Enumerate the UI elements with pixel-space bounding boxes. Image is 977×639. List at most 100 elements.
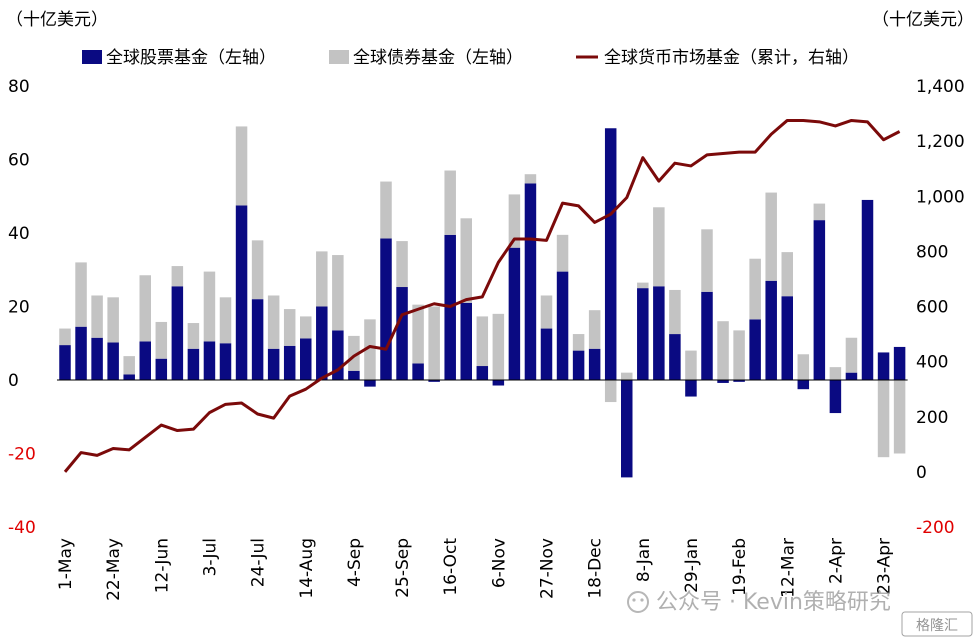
- x-tick-label: 25-Sep: [393, 538, 413, 598]
- right-axis: 1,400 1,200 1,000 800 600 400 200 0 -200: [916, 77, 965, 538]
- wechat-icon-eye: [632, 598, 636, 602]
- x-tick-label: 22-May: [104, 538, 124, 601]
- x-tick-label: 29-Jan: [682, 538, 702, 593]
- bar-equity: [845, 372, 858, 380]
- bar-bond: [749, 258, 761, 320]
- bar-equity: [267, 348, 280, 380]
- wechat-icon: [627, 591, 649, 613]
- bar-equity: [235, 205, 248, 380]
- bar-equity: [781, 296, 793, 380]
- bar-equity: [588, 348, 601, 380]
- bar-equity: [251, 299, 264, 380]
- bar-bond: [556, 234, 569, 272]
- bar-equity: [492, 380, 505, 386]
- bar-bond: [717, 321, 729, 380]
- bar-equity: [797, 380, 810, 390]
- bar-bond: [107, 297, 119, 343]
- bar-equity: [556, 271, 569, 380]
- bar-equity: [701, 291, 713, 380]
- x-axis: 1-May 22-May 12-Jun 3-Jul 24-Jul 14-Aug 4-Sep 2…: [56, 538, 895, 601]
- bar-equity: [123, 374, 135, 380]
- bar-bond: [283, 309, 296, 346]
- bar-bond: [428, 306, 440, 380]
- bar-bond: [380, 181, 392, 239]
- bar-bond: [797, 354, 810, 380]
- bar-bond: [572, 334, 585, 351]
- bar-bond: [332, 255, 344, 331]
- bar-bond: [155, 321, 168, 359]
- left-tick-label: 40: [8, 224, 30, 244]
- bar-equity: [75, 326, 87, 380]
- right-tick-label: 800: [916, 242, 948, 262]
- bar-equity: [733, 380, 745, 382]
- bar-bond: [508, 194, 521, 248]
- bar-bond: [604, 380, 617, 403]
- x-tick-label: 18-Dec: [586, 538, 606, 599]
- bar-bond: [348, 335, 360, 371]
- bar-equity: [765, 280, 777, 380]
- bar-equity: [139, 341, 151, 380]
- bar-bond: [829, 367, 842, 380]
- right-tick-label: 1,400: [916, 77, 965, 97]
- x-tick-label: 2-Apr: [826, 538, 846, 584]
- bar-equity: [669, 334, 681, 380]
- money-market-line: [63, 118, 901, 473]
- legend-label-equity: 全球股票基金（左轴）: [106, 48, 276, 68]
- bar-equity: [749, 319, 761, 380]
- right-tick-label: 600: [916, 298, 948, 318]
- bar-equity: [59, 345, 71, 380]
- left-tick-label: -40: [8, 518, 36, 538]
- bar-equity: [476, 366, 489, 380]
- bar-bond: [364, 319, 376, 380]
- bar-bond: [412, 304, 424, 364]
- right-tick-label: 400: [916, 353, 948, 373]
- bar-bond: [460, 218, 472, 303]
- legend-label-money: 全球货币市场基金（累计，右轴）: [604, 48, 859, 68]
- bar-equity: [283, 345, 296, 380]
- bar-equity: [219, 343, 232, 380]
- money-market-series: [63, 118, 901, 473]
- bar-bond: [235, 126, 248, 206]
- bar-bond: [59, 328, 71, 346]
- bar-bond: [540, 295, 553, 329]
- legend: 全球股票基金（左轴） 全球债券基金（左轴） 全球货币市场基金（累计，右轴）: [82, 48, 859, 68]
- bar-equity: [332, 330, 344, 380]
- bar-equity: [171, 286, 184, 380]
- bar-bond: [588, 310, 601, 349]
- left-tick-label: -20: [8, 445, 36, 465]
- bar-equity: [685, 380, 697, 397]
- bar-bond: [781, 252, 793, 297]
- bar-bond: [524, 174, 537, 184]
- bar-equity: [348, 370, 360, 380]
- bar-equity: [428, 380, 440, 382]
- bar-equity: [893, 346, 906, 380]
- bar-equity: [540, 328, 553, 380]
- left-axis: 80 60 40 20 0 -20 -40: [8, 77, 36, 538]
- bar-bond: [300, 316, 312, 339]
- bar-bond: [685, 350, 697, 380]
- bar-bond: [139, 275, 151, 342]
- bar-series: [59, 126, 906, 478]
- x-tick-label: 14-Aug: [297, 538, 317, 599]
- bar-bond: [316, 251, 328, 307]
- x-tick-label: 19-Feb: [730, 538, 750, 596]
- bar-bond: [669, 289, 681, 335]
- wechat-icon-eye-2: [640, 598, 644, 602]
- bar-bond: [219, 297, 232, 344]
- bar-equity: [861, 199, 874, 380]
- x-tick-label: 27-Nov: [538, 538, 558, 599]
- bar-equity: [460, 302, 472, 380]
- bar-equity: [187, 348, 200, 380]
- bar-bond: [893, 380, 906, 454]
- bar-equity: [203, 341, 216, 380]
- bar-equity: [604, 128, 617, 380]
- left-tick-label: 80: [8, 77, 30, 97]
- bar-bond: [653, 207, 665, 287]
- bar-equity: [380, 238, 392, 380]
- bar-bond: [444, 170, 456, 235]
- left-axis-unit: （十亿美元）: [6, 10, 108, 30]
- x-tick-label: 3-Jul: [200, 538, 220, 576]
- right-tick-label: 1,000: [916, 187, 965, 207]
- x-tick-label: 8-Jan: [634, 538, 654, 582]
- bar-equity: [524, 183, 537, 380]
